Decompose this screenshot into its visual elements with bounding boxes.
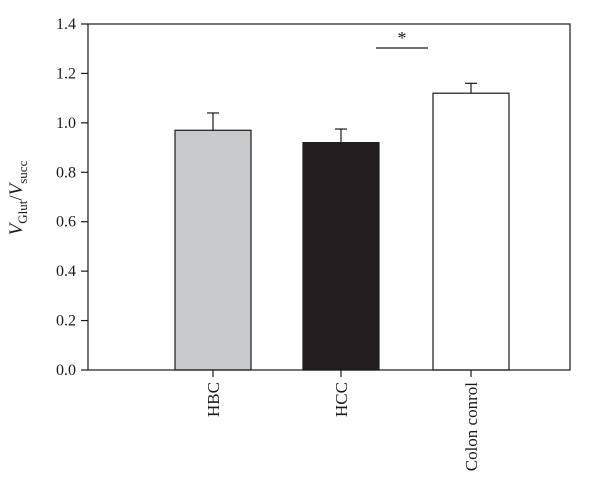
plot-frame — [87, 23, 571, 371]
ylabel-v1: V — [6, 221, 27, 235]
y-axis-label: VGlut/Vsucc — [6, 160, 30, 235]
x-tick-label: HCC — [332, 382, 351, 417]
significance-star: * — [398, 28, 407, 48]
y-tick-label: 1.0 — [56, 115, 76, 132]
y-tick-label: 0.8 — [56, 164, 76, 181]
ylabel-v2: V — [6, 181, 27, 195]
category-labels: HBC HCC Colon conrol — [204, 370, 481, 471]
x-tick-label: Colon conrol — [462, 382, 481, 472]
y-tick-label: 0.4 — [56, 263, 76, 280]
y-tick-label: 0.6 — [56, 214, 76, 231]
y-tick-label: 1.4 — [56, 16, 76, 33]
significance-annotation: * — [376, 28, 428, 49]
y-axis-ticks: 0.0 0.2 0.4 0.6 0.8 1.0 1.2 1.4 — [56, 16, 88, 379]
x-tick-label: HBC — [204, 382, 223, 417]
bar-0 — [174, 129, 252, 371]
y-tick-label: 0.2 — [56, 313, 76, 330]
ylabel-sub1: Glut — [15, 200, 30, 224]
bar-2 — [432, 92, 510, 371]
bar-1 — [302, 142, 380, 371]
ylabel-slash: / — [6, 195, 27, 201]
y-tick-label: 0.0 — [56, 362, 76, 379]
ylabel-sub2: succ — [15, 160, 30, 183]
y-tick-label: 1.2 — [56, 65, 76, 82]
bars-group — [174, 82, 510, 371]
